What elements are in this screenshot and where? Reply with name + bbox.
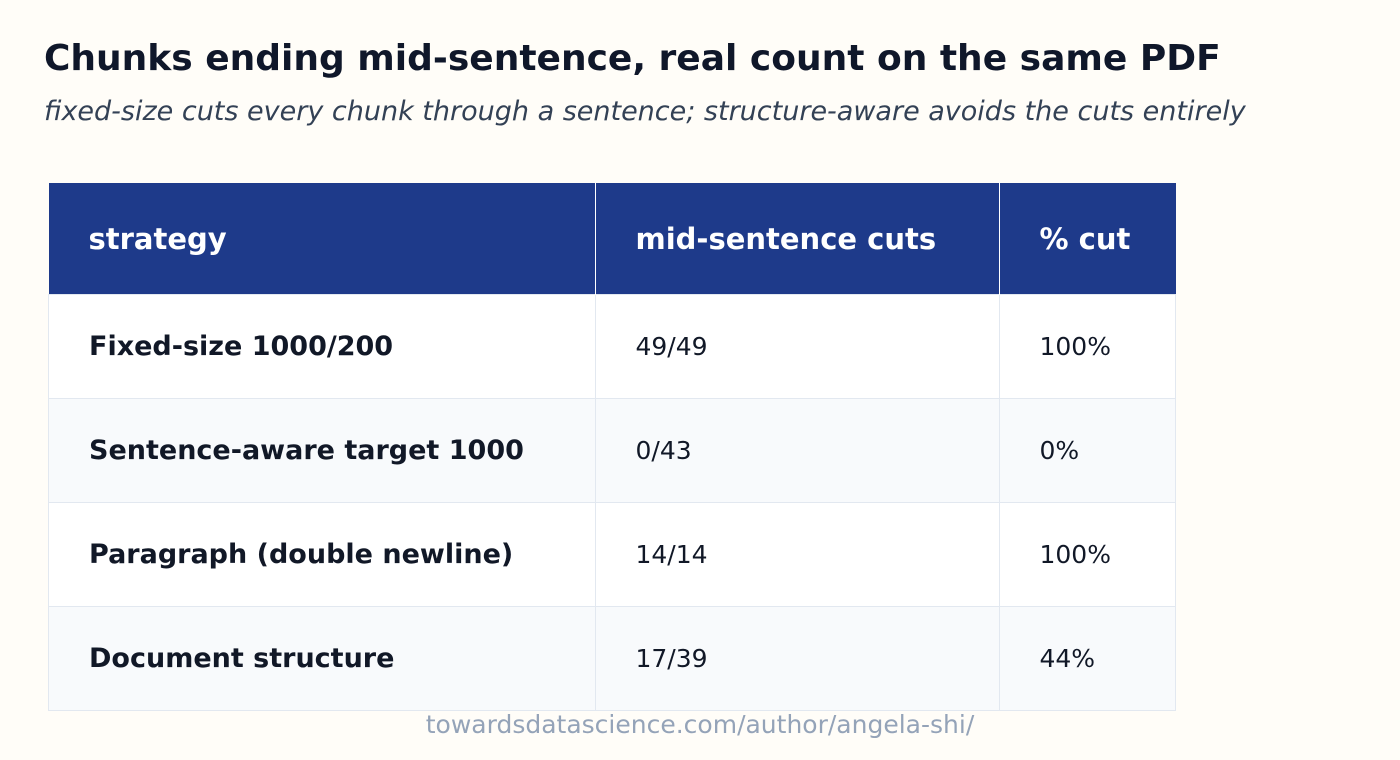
table-cell: 44%: [998, 606, 1176, 711]
table-row: Document structure 17/39 44%: [48, 606, 1176, 711]
header-row: strategy mid-sentence cuts% cut: [48, 183, 1176, 295]
table-body: Fixed-size 1000/200 49/49 100% Sentence-awa…: [48, 294, 1176, 711]
table-cell: 100%: [998, 502, 1176, 607]
column-header: % cut: [998, 183, 1176, 295]
table-cell: 17/39: [594, 606, 1000, 711]
title: Chunks ending mid-sentence, real count o…: [44, 38, 1221, 79]
table-cell: Paragraph (double newline): [48, 502, 596, 607]
subtitle: fixed-size cuts every chunk through a se…: [44, 96, 1246, 127]
table-cell: Fixed-size 1000/200: [48, 294, 596, 399]
table-row: Sentence-aware target 1000 0/43 0%: [48, 398, 1176, 503]
table-cell: Sentence-aware target 1000: [48, 398, 596, 503]
table-cell: 100%: [998, 294, 1176, 399]
column-header: mid-sentence cuts: [594, 183, 999, 295]
footer: towardsdatascience.com/author/angela-shi…: [425, 710, 975, 739]
table-cell: 0/43: [594, 398, 1000, 503]
column-header: strategy: [48, 183, 595, 295]
table-cell: 0%: [998, 398, 1176, 503]
table-cell: 14/14: [594, 502, 1000, 607]
table-row: Paragraph (double newline) 14/14 100%: [48, 502, 1176, 607]
table: strategy mid-sentence cuts% cut Fixed-siz…: [48, 183, 1176, 711]
table-row: Fixed-size 1000/200 49/49 100%: [48, 294, 1176, 399]
table-cell: 49/49: [594, 294, 1000, 399]
table-cell: Document structure: [48, 606, 596, 711]
